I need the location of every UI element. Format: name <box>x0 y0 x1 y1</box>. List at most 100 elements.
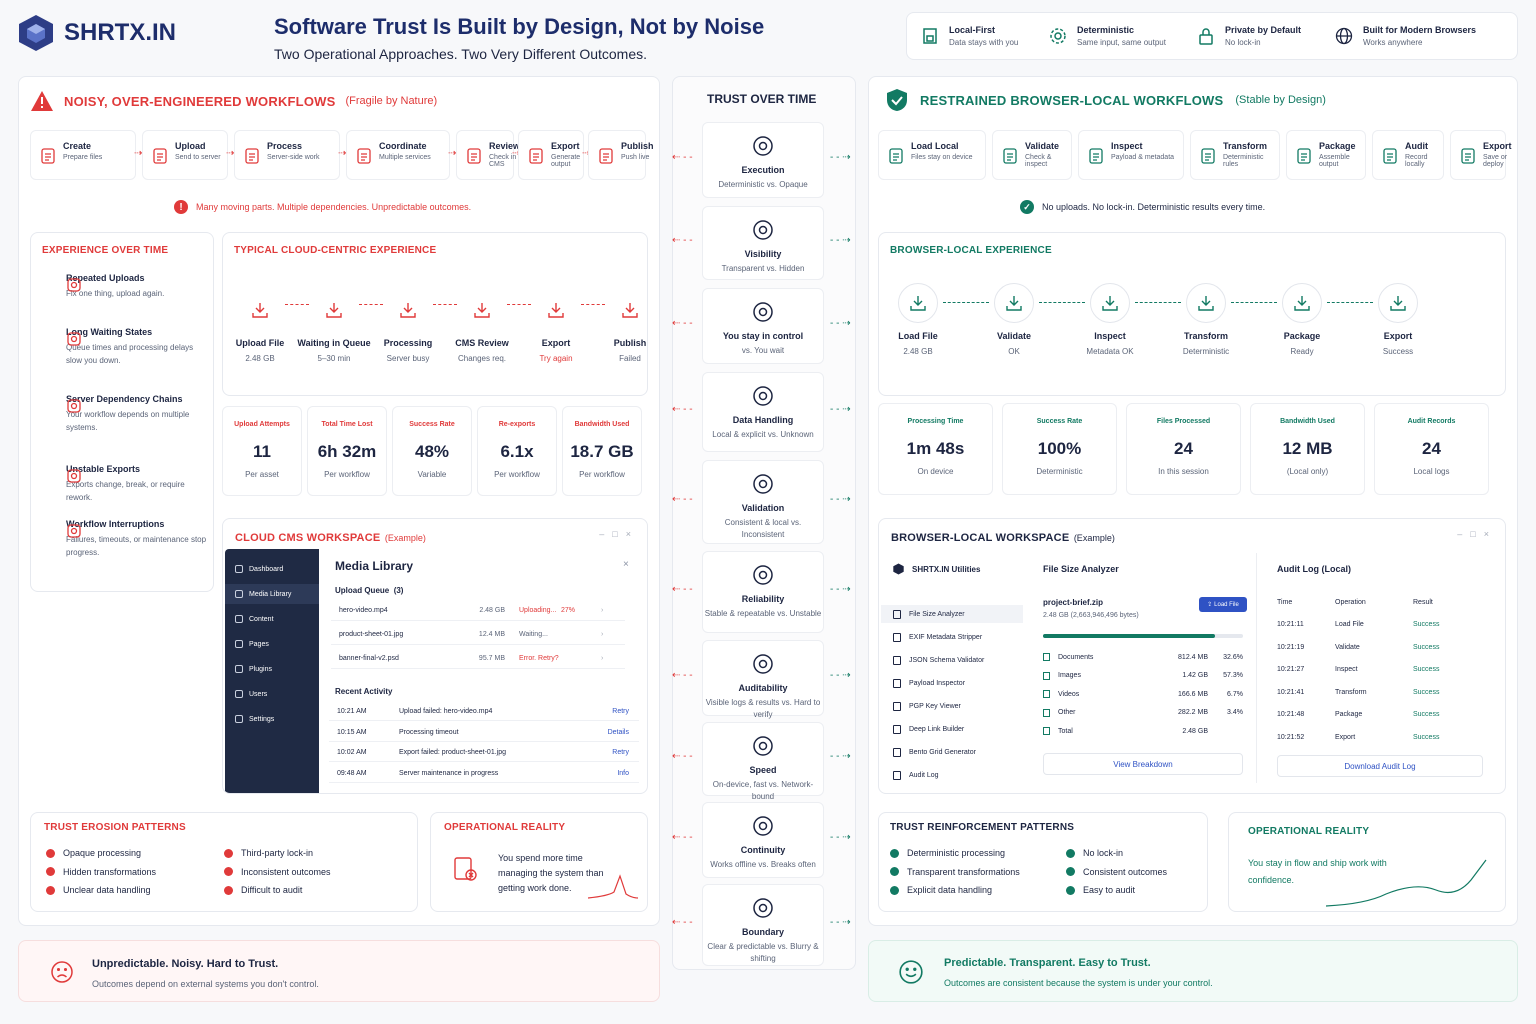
left-reality-text: You spend more time managing the system … <box>498 853 604 893</box>
utility-icon <box>893 701 901 711</box>
utility-item[interactable]: Deep Link Builder <box>881 720 1023 738</box>
right-step-0[interactable]: Load Local Files stay on device <box>878 130 986 180</box>
arrow-left-icon: ⇠ - - <box>672 832 693 843</box>
step-icon <box>1295 147 1313 165</box>
utility-item[interactable]: JSON Schema Validator <box>881 651 1023 669</box>
activity-action-link[interactable]: Retry <box>612 749 629 756</box>
queue-row[interactable]: product-sheet-01.jpg 12.4 MB Waiting... › <box>331 625 625 645</box>
browser-exp-title: BROWSER-LOCAL EXPERIENCE <box>890 245 1052 256</box>
view-breakdown-button[interactable]: View Breakdown <box>1043 753 1243 775</box>
left-flow-1: Waiting in Queue 5–30 min <box>289 290 379 363</box>
log-row: 10:21:11 Load File Success <box>1277 621 1440 628</box>
right-step-5[interactable]: Audit Record locally <box>1372 130 1444 180</box>
sad-face-icon <box>51 961 73 983</box>
utility-icon <box>893 724 901 734</box>
globe-icon <box>1335 27 1353 45</box>
log-row: 10:21:52 Export Success <box>1277 733 1440 741</box>
cms-nav-item[interactable]: Content <box>225 609 319 629</box>
cube-logo-icon <box>893 563 904 575</box>
chevron-right-icon: › <box>601 631 604 638</box>
experience-item: Repeated Uploads Fix one thing, upload ag… <box>40 273 210 300</box>
arrow-left-icon: ⇠ - - <box>672 670 693 681</box>
right-step-4[interactable]: Package Assemble output <box>1286 130 1366 180</box>
flow-icon <box>240 290 280 330</box>
flow-arrow <box>1039 302 1085 303</box>
activity-action-link[interactable]: Details <box>607 728 629 736</box>
nav-icon <box>235 590 243 598</box>
utility-item[interactable]: Bento Grid Generator <box>881 743 1023 761</box>
left-step-6[interactable]: Publish Push live <box>588 130 654 180</box>
warning-icon <box>40 523 81 539</box>
window-controls[interactable]: –□× <box>599 529 639 539</box>
download-audit-log-button[interactable]: Download Audit Log <box>1277 755 1483 777</box>
left-step-2[interactable]: Process Server-side work <box>234 130 340 180</box>
cms-nav-item[interactable]: Users <box>225 684 319 704</box>
gauge-icon <box>750 733 776 759</box>
left-flow-5: Publish Failed <box>585 290 675 363</box>
flow-icon <box>536 290 576 330</box>
right-metric-2: Files Processed 24 In this session <box>1126 403 1241 495</box>
center-title: TRUST OVER TIME <box>707 92 817 106</box>
utility-item[interactable]: Audit Log <box>881 766 1023 784</box>
arrow-left-icon: ⇠ - - <box>672 751 693 762</box>
right-step-1[interactable]: Validate Check & inspect <box>992 130 1072 180</box>
database-icon <box>750 383 776 409</box>
shield-lock-icon <box>923 28 937 44</box>
utility-icon <box>893 632 901 642</box>
trust-dimension-9: Boundary Clear & predictable vs. Blurry &… <box>702 884 824 966</box>
activity-action-link[interactable]: Retry <box>612 708 629 715</box>
close-icon[interactable]: × <box>623 559 629 570</box>
queue-row[interactable]: hero-video.mp4 2.48 GB Uploading... 27% › <box>331 601 625 621</box>
nav-icon <box>235 615 243 623</box>
window-controls[interactable]: –□× <box>1457 529 1497 539</box>
step-icon <box>1381 147 1399 165</box>
cms-nav-item[interactable]: Plugins <box>225 659 319 679</box>
right-metric-1: Success Rate 100% Deterministic <box>1002 403 1117 495</box>
badge-browsers: Built for Modern Browsers Works anywhere <box>1335 25 1476 47</box>
x-circle-icon <box>224 867 233 876</box>
flow-icon <box>994 283 1034 323</box>
left-footer-sub: Outcomes depend on external systems you … <box>92 979 319 989</box>
arrow-right-icon: - - ⇢ <box>830 917 851 928</box>
activity-action-link[interactable]: Info <box>617 769 629 777</box>
erosion-title: TRUST EROSION PATTERNS <box>44 822 186 833</box>
breakdown-row: Other 282.2 MB 3.4% <box>1043 708 1243 717</box>
right-step-6[interactable]: Export Save or deploy <box>1450 130 1512 180</box>
cms-nav-item[interactable]: Dashboard <box>225 559 319 579</box>
left-flow-4: Export Try again <box>511 290 601 363</box>
cms-nav-item[interactable]: Media Library <box>225 584 319 604</box>
left-flow-3: CMS Review Changes req. <box>437 290 527 363</box>
right-footer-sub: Outcomes are consistent because the syst… <box>944 978 1213 988</box>
left-metric-0: Upload Attempts 11 Per asset <box>222 406 302 496</box>
left-step-5[interactable]: Export Generate output <box>518 130 584 180</box>
utility-item[interactable]: File Size Analyzer <box>881 605 1023 623</box>
trust-dimension-8: Continuity Works offline vs. Breaks often <box>702 802 824 878</box>
flow-arrow <box>285 304 309 305</box>
right-operational-reality <box>1228 812 1506 912</box>
activity-row: 10:21 AM Upload failed: hero-video.mp4 Ret… <box>329 703 639 721</box>
arrow-left-icon: ⇠ - - <box>672 917 693 928</box>
queue-row[interactable]: banner-final-v2.psd 95.7 MB Error. Retry? › <box>331 649 625 669</box>
left-step-4[interactable]: Review Check in CMS <box>456 130 520 180</box>
file-icon <box>39 147 57 165</box>
brand-name: SHRTX.IN <box>64 19 177 46</box>
file-type-icon <box>1043 727 1050 735</box>
left-step-3[interactable]: Coordinate Multiple services <box>346 130 450 180</box>
brand-logo[interactable]: SHRTX.IN <box>18 14 176 52</box>
right-flow-1: Validate OK <box>969 283 1059 356</box>
smile-face-icon <box>899 960 923 984</box>
load-file-button[interactable]: ⇪ Load File <box>1199 597 1247 612</box>
left-step-1[interactable]: Upload Send to server <box>142 130 228 180</box>
cms-nav-item[interactable]: Pages <box>225 634 319 654</box>
utility-item[interactable]: EXIF Metadata Stripper <box>881 628 1023 646</box>
right-step-3[interactable]: Transform Deterministic rules <box>1190 130 1280 180</box>
cms-nav-item[interactable]: Settings <box>225 709 319 729</box>
left-step-0[interactable]: Create Prepare files <box>30 130 136 180</box>
typical-title: TYPICAL CLOUD-CENTRIC EXPERIENCE <box>234 245 437 256</box>
right-step-2[interactable]: Inspect Payload & metadata <box>1078 130 1184 180</box>
utility-item[interactable]: PGP Key Viewer <box>881 697 1023 715</box>
trust-reinforcement-patterns <box>878 812 1208 912</box>
utility-item[interactable]: Payload Inspector <box>881 674 1023 692</box>
flow-arrow <box>1327 302 1373 303</box>
check-circle-icon <box>890 867 899 876</box>
